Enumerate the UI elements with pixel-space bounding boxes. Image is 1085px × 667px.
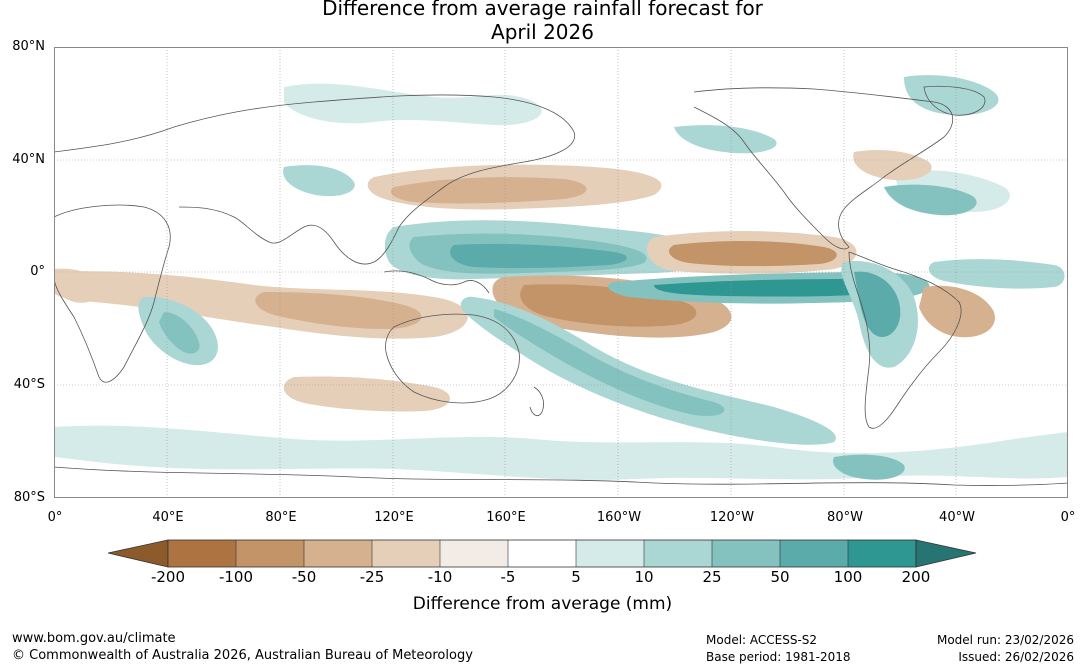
lon-label-40w: 40°W <box>939 510 975 525</box>
lon-label-0-left: 0° <box>47 510 63 525</box>
asia-wet-patch <box>283 165 355 197</box>
colorbar-seg-11 <box>848 540 916 567</box>
us-dry <box>853 150 932 181</box>
east-pacific-wet-core <box>654 279 886 297</box>
colorbar-title: Difference from average (mm) <box>412 594 673 614</box>
colorbar-tick-label: -25 <box>359 568 385 586</box>
colorbar <box>107 538 978 570</box>
lat-label-80n: 80°N <box>12 39 45 54</box>
lon-label-80e: 80°E <box>265 510 297 525</box>
lat-label-40s: 40°S <box>13 377 45 392</box>
coastline-south-america <box>848 251 962 429</box>
rainfall-anomaly-map <box>54 47 1068 498</box>
north-atlantic-wet <box>904 75 999 116</box>
map-svg <box>54 47 1068 498</box>
footer-model: Model: ACCESS-S2 <box>706 633 818 647</box>
coastline-africa <box>54 204 171 383</box>
gulf-wet <box>884 184 977 216</box>
south-indian-wet-core <box>159 312 200 354</box>
lon-label-0-right: 0° <box>1060 510 1076 525</box>
footer-base-period: Base period: 1981-2018 <box>706 650 851 664</box>
colorbar-seg-10 <box>780 540 848 567</box>
spcz-wet <box>460 296 836 445</box>
colorbar-tick-label: -5 <box>500 568 516 586</box>
colorbar-seg-5 <box>440 540 508 567</box>
africa-west-dry <box>54 268 100 303</box>
title-line-2: April 2026 <box>491 20 594 44</box>
atlantic-wet-equator <box>928 259 1065 289</box>
colorbar-tick-label: 200 <box>901 568 931 586</box>
lat-label-equator: 0° <box>30 264 45 279</box>
colorbar-seg-9 <box>712 540 780 567</box>
east-pacific-dry-north-core <box>669 241 837 267</box>
coastline-eurasia <box>54 94 575 265</box>
lon-label-40e: 40°E <box>152 510 184 525</box>
coastline-north-america <box>693 87 954 250</box>
coastlines <box>54 85 1068 486</box>
coastline-australia <box>385 313 520 404</box>
lat-label-40n: 40°N <box>12 152 45 167</box>
colorbar-tick-label: 10 <box>634 568 654 586</box>
colorbar-tick-label: -100 <box>218 568 254 586</box>
coastline-antarctica <box>54 466 1068 486</box>
bering-wet <box>674 125 777 154</box>
indian-ocean-dry-core <box>255 292 422 329</box>
south-indian-dry <box>283 376 451 412</box>
lon-label-120e: 120°E <box>374 510 414 525</box>
colorbar-tick-label: 5 <box>571 568 581 586</box>
colorbar-tick-label: 100 <box>833 568 863 586</box>
gridlines <box>54 47 1068 498</box>
colorbar-seg-2 <box>236 540 304 567</box>
arctic-wet <box>284 83 542 126</box>
coastline-maritime-continent <box>383 270 490 294</box>
footer-website-link[interactable]: www.bom.gov.au/climate <box>12 631 176 646</box>
coastline-new-zealand <box>529 386 544 416</box>
colorbar-tick-label: -200 <box>150 568 186 586</box>
colorbar-seg-4 <box>372 540 440 567</box>
north-pacific-wet-core <box>450 243 627 269</box>
lat-label-80s: 80°S <box>13 490 45 505</box>
colorbar-tick-label: -10 <box>427 568 453 586</box>
colorbar-extend-high <box>915 539 977 568</box>
colorbar-tick-label: 50 <box>770 568 790 586</box>
north-pacific-dry-core <box>390 177 587 204</box>
lon-label-160e: 160°E <box>486 510 526 525</box>
colorbar-seg-6 <box>508 540 576 567</box>
footer-issued: Issued: 26/02/2026 <box>958 650 1074 664</box>
spcz-wet-core <box>494 309 725 416</box>
colorbar-tick-label: -50 <box>291 568 317 586</box>
antarctic-wet <box>833 454 905 480</box>
title-line-1: Difference from average rainfall forecas… <box>322 0 763 20</box>
colorbar-extend-low <box>107 539 169 568</box>
coastline-greenland <box>923 85 986 116</box>
colorbar-tick-label: 25 <box>702 568 722 586</box>
lon-label-80w: 80°W <box>827 510 863 525</box>
anomaly-fields <box>54 75 1068 480</box>
lon-label-120w: 120°W <box>709 510 755 525</box>
southern-ocean-wet-band <box>54 425 1068 480</box>
brazil-dry <box>919 285 995 338</box>
lon-label-160w: 160°W <box>596 510 642 525</box>
footer-model-run: Model run: 23/02/2026 <box>936 633 1074 647</box>
colorbar-svg <box>107 539 977 568</box>
colorbar-seg-7 <box>576 540 644 567</box>
colorbar-seg-8 <box>644 540 712 567</box>
colorbar-seg-3 <box>304 540 372 567</box>
map-title: Difference from average rainfall forecas… <box>0 0 1085 44</box>
colorbar-seg-1 <box>168 540 236 567</box>
footer-copyright: © Commonwealth of Australia 2026, Austra… <box>12 648 473 663</box>
